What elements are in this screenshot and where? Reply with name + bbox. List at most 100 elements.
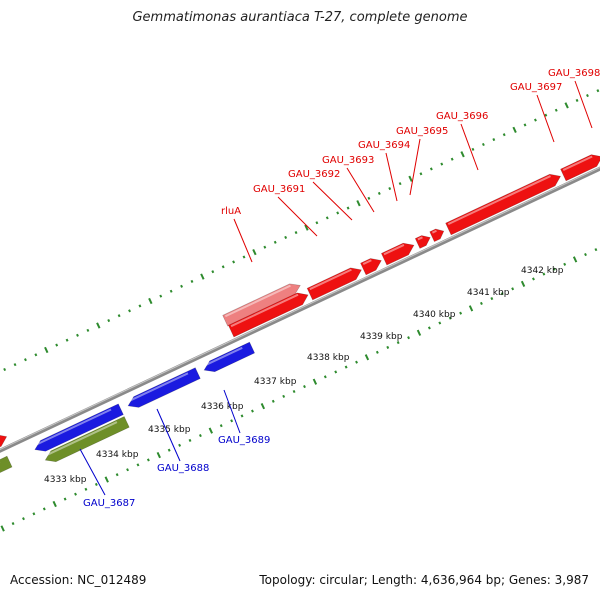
tick-mark (230, 419, 234, 423)
tick-mark (63, 497, 67, 501)
tick-mark (534, 118, 537, 122)
tick-mark (148, 297, 153, 305)
gene-gau-3693 (380, 242, 415, 266)
tick-mark (44, 346, 49, 354)
leader-line (223, 389, 241, 434)
tick-mark (490, 297, 494, 301)
tick-mark (94, 482, 98, 486)
leader-line (79, 448, 106, 496)
gene-label: GAU_3687 (83, 498, 135, 509)
tick-mark (542, 272, 546, 276)
gene-label: GAU_3691 (253, 184, 305, 195)
tick-mark (32, 512, 36, 516)
tick-mark (502, 133, 506, 137)
tick-mark (263, 245, 267, 249)
tick-mark (136, 463, 140, 467)
gene-gau-3687-shine (34, 408, 112, 447)
tick-mark (429, 167, 433, 171)
scale-label: 4341 kbp (467, 288, 510, 298)
scale-label: 4336 kbp (201, 402, 244, 412)
tick-mark (273, 240, 277, 244)
tick-mark (190, 279, 194, 284)
tick-mark (138, 304, 142, 308)
tick-mark (479, 301, 483, 305)
tick-mark (104, 476, 109, 483)
tick-mark (544, 113, 548, 117)
tick-mark (511, 287, 515, 291)
gene-gau-3692-shine (362, 259, 372, 265)
tick-mark (294, 230, 298, 235)
tick-mark (84, 487, 88, 491)
tick-mark (427, 326, 431, 330)
tick-mark (336, 211, 340, 215)
tick-mark (386, 345, 390, 350)
tick-mark (211, 270, 215, 274)
leader-line (536, 94, 555, 143)
gene-rluA-light-shine (224, 284, 291, 318)
tick-mark (471, 147, 475, 151)
tick-mark (346, 206, 350, 210)
tick-mark (364, 354, 370, 361)
scale-label: 4335 kbp (148, 425, 191, 435)
rna-edge (0, 455, 13, 473)
gene-label: GAU_3698 (548, 68, 600, 79)
lower-tick-track (0, 248, 598, 532)
gene-label: GAU_3693 (322, 155, 374, 166)
tick-mark (86, 328, 90, 332)
tick-mark (13, 363, 17, 367)
tick-mark (367, 196, 371, 200)
tick-mark (315, 221, 319, 225)
tick-mark (3, 367, 7, 372)
gene-gau-3695-shine (431, 229, 437, 234)
tick-mark (594, 248, 598, 252)
tick-mark (159, 294, 163, 298)
tick-mark (564, 102, 569, 109)
tick-mark (375, 350, 379, 354)
tick-mark (169, 289, 173, 293)
gene-label: GAU_3694 (358, 140, 410, 151)
tick-mark (459, 311, 463, 315)
tick-mark (24, 358, 27, 362)
tick-mark (126, 468, 129, 472)
tick-mark (481, 142, 485, 147)
tick-mark (468, 305, 474, 312)
tick-mark (0, 525, 5, 532)
tick-mark (407, 336, 411, 340)
tick-mark (115, 473, 119, 477)
gene-gau-3695 (429, 228, 445, 243)
tick-mark (260, 403, 266, 410)
tick-mark (107, 319, 111, 323)
map-title: Gemmatimonas aurantiaca T-27, complete g… (132, 10, 468, 25)
tick-mark (325, 216, 329, 220)
tick-mark (156, 451, 161, 459)
gene-label: GAU_3689 (218, 435, 270, 446)
tick-mark (251, 409, 254, 413)
tick-mark (55, 343, 59, 347)
scale-labels: 4333 kbp 4334 kbp 4335 kbp 4336 kbp 4337 kbp… (44, 266, 564, 485)
tick-mark (117, 314, 121, 318)
gene-gau-3697-shine (562, 155, 593, 171)
tick-mark (512, 126, 517, 133)
gene-label: rluA (221, 206, 241, 217)
gene-rluA-shine (230, 293, 299, 328)
tick-mark (312, 378, 318, 385)
tick-mark (232, 260, 236, 264)
gene-gau-3691-shine (309, 268, 352, 291)
tick-mark (292, 389, 296, 394)
tick-mark (492, 138, 496, 142)
tick-mark (252, 248, 257, 256)
rna-gau-3687-shine (44, 421, 118, 457)
gene-label: GAU_3688 (157, 463, 209, 474)
scale-label: 4337 kbp (254, 377, 297, 387)
leader-line (156, 408, 181, 462)
leader-line (460, 123, 479, 171)
tick-mark (334, 370, 338, 374)
scale-label: 4339 kbp (360, 332, 403, 342)
tick-mark (356, 200, 361, 207)
tick-mark (188, 438, 192, 442)
tick-mark (500, 292, 504, 296)
tick-mark (520, 280, 526, 287)
gene-gau-3696 (445, 173, 562, 236)
tick-mark (575, 98, 579, 103)
accession-text: Accession: NC_012489 (10, 573, 147, 587)
